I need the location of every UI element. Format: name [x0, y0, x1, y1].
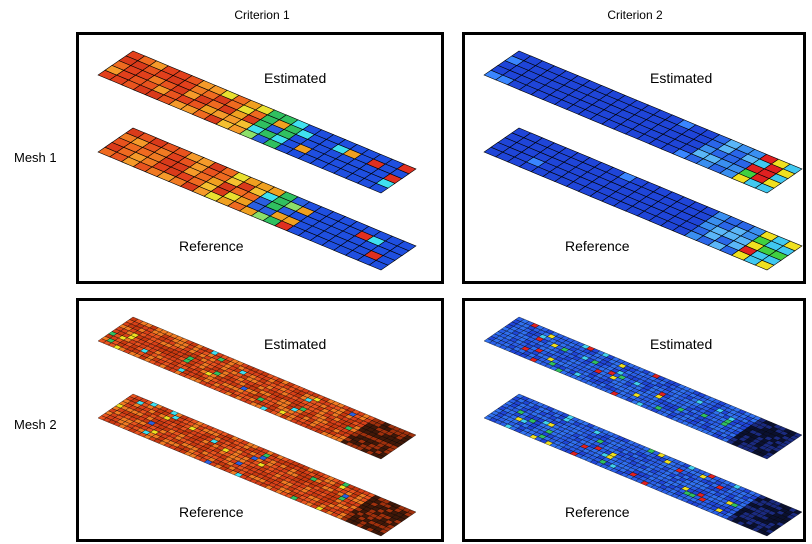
column-header: Criterion 1	[234, 8, 290, 22]
row-label: Mesh 2	[14, 417, 57, 432]
panel: Estimated Reference	[76, 298, 444, 542]
panel: Estimated Reference	[76, 32, 444, 284]
estimated-label: Estimated	[650, 70, 712, 86]
panel-canvas: Estimated Reference	[483, 50, 803, 271]
reference-label: Reference	[179, 504, 244, 520]
mesh-cell	[782, 240, 803, 252]
mesh-cell	[782, 163, 803, 175]
estimated-label: Estimated	[650, 336, 712, 352]
panel: Estimated Reference	[462, 32, 806, 284]
mesh-cell	[407, 432, 417, 438]
panel-canvas: Estimated Reference	[97, 316, 417, 537]
row-label: Mesh 1	[14, 150, 57, 165]
estimated-label: Estimated	[264, 70, 326, 86]
mesh-cell	[396, 240, 417, 252]
estimated-label: Estimated	[264, 336, 326, 352]
reference-label: Reference	[565, 238, 630, 254]
column-header: Criterion 2	[607, 8, 663, 22]
mesh-cell	[396, 163, 417, 175]
panel-canvas: Estimated Reference	[97, 50, 417, 271]
reference-label: Reference	[565, 504, 630, 520]
mesh-cell	[793, 509, 803, 515]
reference-label: Reference	[179, 238, 244, 254]
panel: Estimated Reference	[462, 298, 806, 542]
mesh-cell	[793, 432, 803, 438]
mesh-cell	[407, 509, 417, 515]
panel-canvas: Estimated Reference	[483, 316, 803, 537]
